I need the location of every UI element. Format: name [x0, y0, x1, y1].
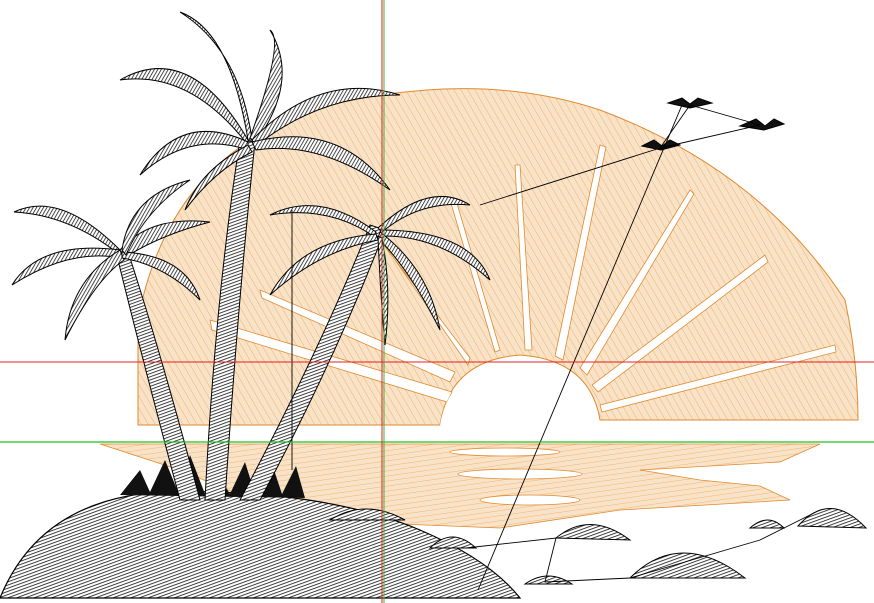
bird-icon [640, 97, 786, 151]
sun-icon [137, 88, 859, 426]
rocks [328, 508, 868, 585]
jump-stitch-lines [291, 104, 821, 591]
palm-tree-icon [11, 11, 491, 501]
